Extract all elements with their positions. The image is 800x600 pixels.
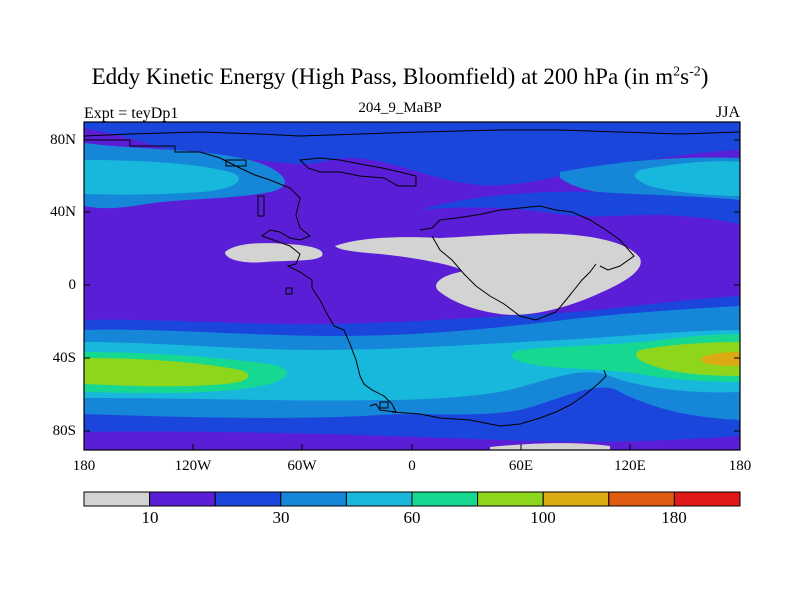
colorbar-label-100: 100	[530, 508, 556, 527]
colorbar-swatch-1	[149, 491, 216, 507]
coastline-south-america	[333, 325, 397, 413]
lon-label-120E: 120E	[614, 458, 646, 474]
lat-label-40S: 40S	[52, 350, 76, 366]
colorbar-label-180: 180	[661, 508, 687, 527]
coastline-north-america	[84, 139, 335, 327]
nh-cyan-right	[634, 161, 740, 196]
colorbar-swatch-5	[411, 491, 479, 507]
chart-title: Eddy Kinetic Energy (High Pass, Bloomfie…	[91, 64, 709, 89]
lat-label-80N: 80N	[50, 132, 76, 148]
sh-polar-grey	[490, 443, 610, 450]
colorbar-swatch-7	[542, 491, 610, 507]
coastline-greenland	[298, 157, 417, 187]
colorbar-swatch-4	[345, 491, 413, 507]
nh-mid-blue	[420, 191, 740, 224]
lat-label-0: 0	[68, 277, 77, 293]
island-3	[225, 159, 247, 167]
colorbar-label-10: 10	[141, 508, 159, 527]
island-1	[257, 195, 265, 217]
colorbar-swatch-2	[214, 491, 282, 507]
sh-green-west	[84, 358, 249, 387]
lon-label-180-right: 180	[728, 458, 752, 474]
lon-label-60E: 60E	[508, 458, 534, 474]
sh-green-east	[636, 342, 740, 376]
axis-ticks	[83, 139, 741, 450]
coastline-africa	[431, 235, 597, 321]
lat-label-40N: 40N	[50, 204, 76, 220]
colorbar-swatch-0	[83, 491, 151, 507]
coastline-europe-asia	[419, 205, 635, 271]
sh-max-east	[700, 352, 740, 366]
colorbar-swatch-8	[608, 491, 675, 507]
experiment-label: Expt = teyDp1	[84, 105, 179, 122]
lat-label-80S: 80S	[52, 423, 76, 439]
colorbar-label-30: 30	[272, 508, 290, 527]
season-label: JJA	[715, 104, 740, 121]
lon-label-120W: 120W	[174, 458, 212, 474]
lon-label-180-left: 180	[72, 458, 96, 474]
grey-minimum-east	[335, 233, 641, 315]
island-2	[285, 287, 293, 295]
colorbar-swatch-3	[280, 491, 347, 507]
coastline-antarctica	[391, 369, 607, 427]
nh-cyan-left	[84, 160, 239, 195]
chart-subtitle: 204_9_MaBP	[358, 100, 442, 116]
colorbar-label-60: 60	[403, 508, 421, 527]
colorbar-swatch-9	[673, 491, 741, 507]
lon-label-60W: 60W	[287, 458, 317, 474]
contour-field	[84, 122, 740, 450]
colorbar-swatch-6	[477, 491, 544, 507]
coastlines	[84, 129, 740, 427]
colorbar	[83, 491, 741, 507]
island-4	[379, 401, 389, 409]
coastline-arctic	[84, 129, 740, 137]
lon-label-0: 0	[408, 458, 416, 474]
